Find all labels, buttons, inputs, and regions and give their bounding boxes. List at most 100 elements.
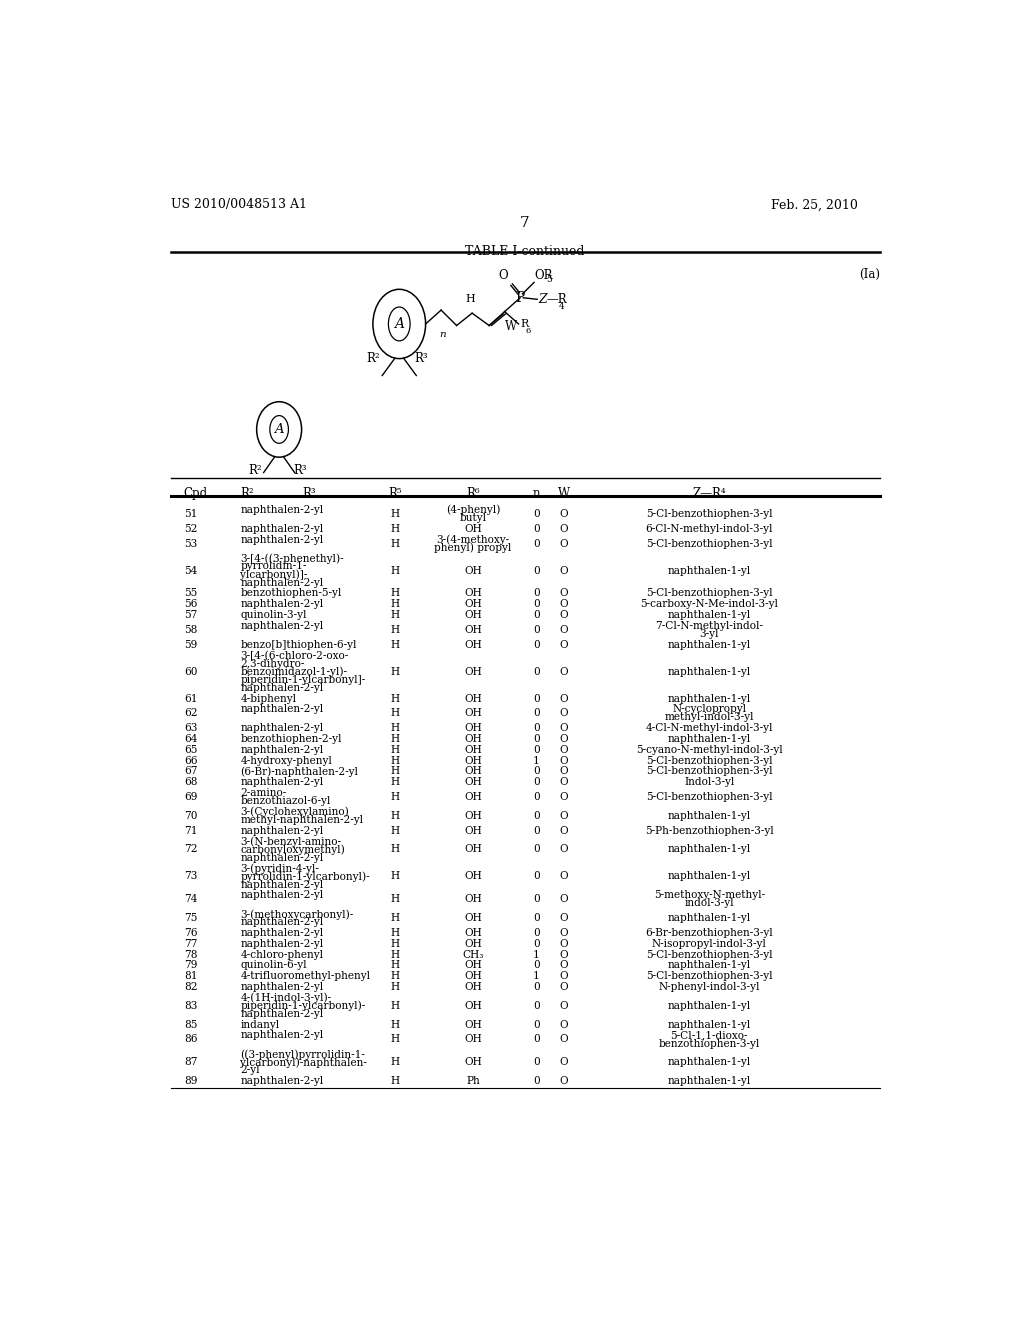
Text: R⁶: R⁶ bbox=[466, 487, 479, 500]
Text: OH: OH bbox=[464, 961, 481, 970]
Text: 5-Cl-benzothiophen-3-yl: 5-Cl-benzothiophen-3-yl bbox=[646, 767, 772, 776]
Text: A: A bbox=[394, 317, 404, 331]
Text: O: O bbox=[559, 589, 568, 598]
Text: 3-(Cyclohexylamino): 3-(Cyclohexylamino) bbox=[241, 807, 349, 817]
Text: 5-carboxy-N-Me-indol-3-yl: 5-carboxy-N-Me-indol-3-yl bbox=[640, 599, 778, 610]
Text: indol-3-yl: indol-3-yl bbox=[684, 899, 734, 908]
Text: 68: 68 bbox=[183, 777, 198, 787]
Text: 7-Cl-N-methyl-indol-: 7-Cl-N-methyl-indol- bbox=[655, 620, 763, 631]
Text: 4-Cl-N-methyl-indol-3-yl: 4-Cl-N-methyl-indol-3-yl bbox=[645, 723, 773, 733]
Text: naphthalen-2-yl: naphthalen-2-yl bbox=[241, 982, 324, 991]
Text: naphthalen-2-yl: naphthalen-2-yl bbox=[241, 1031, 324, 1040]
Text: naphthalen-1-yl: naphthalen-1-yl bbox=[668, 1076, 751, 1086]
Text: H: H bbox=[391, 1057, 400, 1068]
Text: naphthalen-2-yl: naphthalen-2-yl bbox=[241, 1076, 324, 1086]
Text: H: H bbox=[391, 810, 400, 821]
Text: P: P bbox=[515, 290, 524, 305]
Text: Ph: Ph bbox=[466, 1076, 480, 1086]
Text: OH: OH bbox=[464, 723, 481, 733]
Text: 0: 0 bbox=[534, 723, 540, 733]
Text: OH: OH bbox=[464, 1019, 481, 1030]
Text: 0: 0 bbox=[534, 1035, 540, 1044]
Text: O: O bbox=[559, 810, 568, 821]
Text: OH: OH bbox=[464, 939, 481, 949]
Text: 57: 57 bbox=[183, 610, 198, 620]
Text: R³: R³ bbox=[293, 465, 307, 477]
Text: pyrrolidin-1-: pyrrolidin-1- bbox=[241, 561, 307, 572]
Text: H: H bbox=[391, 723, 400, 733]
Text: benzothiazol-6-yl: benzothiazol-6-yl bbox=[241, 796, 331, 807]
Text: OH: OH bbox=[464, 913, 481, 923]
Text: O: O bbox=[559, 913, 568, 923]
Text: OH: OH bbox=[464, 895, 481, 904]
Text: H: H bbox=[391, 744, 400, 755]
Text: OH: OH bbox=[464, 640, 481, 649]
Text: 61: 61 bbox=[183, 693, 198, 704]
Text: H: H bbox=[391, 1001, 400, 1011]
Text: naphthalen-1-yl: naphthalen-1-yl bbox=[668, 810, 751, 821]
Text: 59: 59 bbox=[183, 640, 197, 649]
Text: 0: 0 bbox=[534, 510, 540, 519]
Text: 0: 0 bbox=[534, 939, 540, 949]
Text: H: H bbox=[391, 825, 400, 836]
Text: phenyl) propyl: phenyl) propyl bbox=[434, 543, 512, 553]
Text: O: O bbox=[559, 744, 568, 755]
Text: 72: 72 bbox=[183, 845, 198, 854]
Text: O: O bbox=[559, 972, 568, 981]
Text: quinolin-3-yl: quinolin-3-yl bbox=[241, 610, 307, 620]
Text: O: O bbox=[559, 982, 568, 991]
Text: OH: OH bbox=[464, 777, 481, 787]
Text: N-phenyl-indol-3-yl: N-phenyl-indol-3-yl bbox=[658, 982, 760, 991]
Text: 2-yl: 2-yl bbox=[241, 1065, 260, 1076]
Text: 3-(methoxycarbonyl)-: 3-(methoxycarbonyl)- bbox=[241, 909, 353, 920]
Text: 71: 71 bbox=[183, 825, 198, 836]
Text: 0: 0 bbox=[534, 982, 540, 991]
Text: 7: 7 bbox=[520, 216, 529, 230]
Text: H: H bbox=[391, 709, 400, 718]
Text: naphthalen-2-yl: naphthalen-2-yl bbox=[241, 777, 324, 787]
Text: naphthalen-2-yl: naphthalen-2-yl bbox=[241, 682, 324, 693]
Text: n: n bbox=[532, 487, 541, 500]
Text: 52: 52 bbox=[183, 524, 198, 533]
Text: 73: 73 bbox=[183, 871, 198, 882]
Text: R³: R³ bbox=[415, 352, 428, 366]
Text: R: R bbox=[520, 319, 528, 329]
Text: OH: OH bbox=[464, 845, 481, 854]
Text: H: H bbox=[391, 599, 400, 610]
Text: O: O bbox=[559, 1035, 568, 1044]
Text: R²: R² bbox=[241, 487, 254, 500]
Text: 3-(pyridin-4-yl-: 3-(pyridin-4-yl- bbox=[241, 863, 319, 874]
Text: H: H bbox=[391, 895, 400, 904]
Text: R⁵: R⁵ bbox=[389, 487, 402, 500]
Text: 0: 0 bbox=[534, 767, 540, 776]
Text: 0: 0 bbox=[534, 1001, 540, 1011]
Text: 4-biphenyl: 4-biphenyl bbox=[241, 693, 297, 704]
Text: H: H bbox=[391, 1019, 400, 1030]
Text: 0: 0 bbox=[534, 610, 540, 620]
Text: naphthalen-1-yl: naphthalen-1-yl bbox=[668, 610, 751, 620]
Text: 5-Ph-benzothiophen-3-yl: 5-Ph-benzothiophen-3-yl bbox=[645, 825, 773, 836]
Text: butyl: butyl bbox=[460, 513, 486, 523]
Text: OH: OH bbox=[464, 709, 481, 718]
Text: 0: 0 bbox=[534, 913, 540, 923]
Text: 5-Cl-benzothiophen-3-yl: 5-Cl-benzothiophen-3-yl bbox=[646, 949, 772, 960]
Text: 6: 6 bbox=[525, 327, 530, 335]
Text: H: H bbox=[391, 792, 400, 803]
Text: OH: OH bbox=[464, 1001, 481, 1011]
Text: H: H bbox=[391, 1076, 400, 1086]
Text: naphthalen-1-yl: naphthalen-1-yl bbox=[668, 845, 751, 854]
Text: 2-amino-: 2-amino- bbox=[241, 788, 287, 797]
Text: H: H bbox=[391, 1035, 400, 1044]
Text: O: O bbox=[559, 792, 568, 803]
Text: Cpd: Cpd bbox=[183, 487, 208, 500]
Text: naphthalen-2-yl: naphthalen-2-yl bbox=[241, 917, 324, 927]
Text: 55: 55 bbox=[183, 589, 197, 598]
Text: O: O bbox=[559, 524, 568, 533]
Text: OH: OH bbox=[464, 810, 481, 821]
Text: indanyl: indanyl bbox=[241, 1019, 280, 1030]
Text: benzo[b]thiophen-6-yl: benzo[b]thiophen-6-yl bbox=[241, 640, 357, 649]
Text: 0: 0 bbox=[534, 539, 540, 549]
Text: Z: Z bbox=[539, 293, 548, 306]
Text: O: O bbox=[498, 269, 508, 282]
Text: (6-Br)-naphthalen-2-yl: (6-Br)-naphthalen-2-yl bbox=[241, 767, 358, 777]
